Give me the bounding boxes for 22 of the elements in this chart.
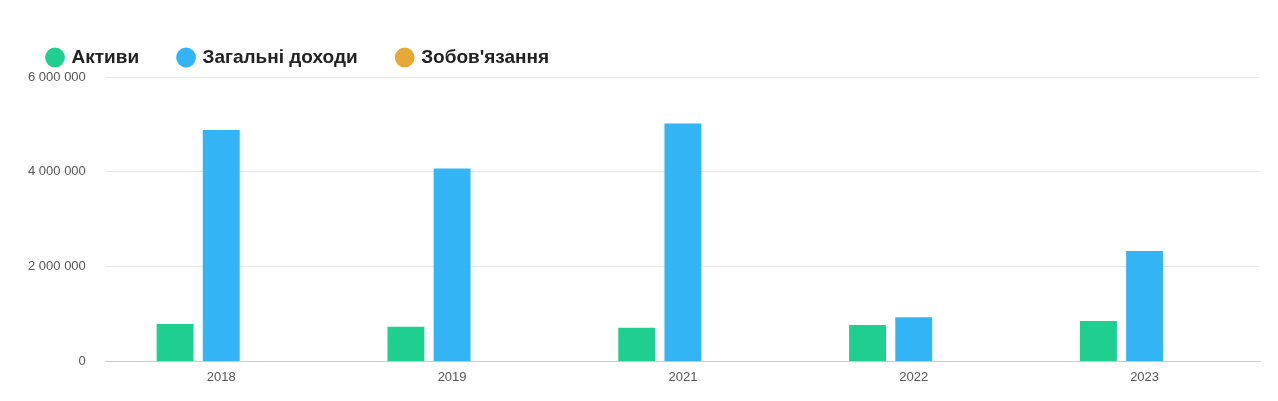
bar	[1126, 250, 1164, 361]
y-tick-label: 6 000 000	[27, 68, 86, 84]
bar	[433, 168, 471, 361]
x-tick-label: 2021	[668, 368, 698, 384]
bar	[156, 323, 194, 361]
x-tick-label: 2018	[206, 368, 236, 384]
bar	[618, 327, 656, 361]
bar	[664, 123, 702, 361]
legend-label: Активи	[71, 45, 140, 67]
x-tick-label: 2019	[437, 368, 467, 384]
y-tick-label: 2 000 000	[27, 258, 86, 274]
y-tick-label: 0	[78, 352, 86, 368]
bar	[387, 326, 425, 361]
bar	[202, 130, 240, 361]
legend-label: Зобов'язання	[421, 45, 550, 67]
bar	[895, 317, 933, 361]
bar	[1079, 321, 1117, 361]
y-tick-label: 4 000 000	[27, 163, 86, 179]
x-tick-label: 2023	[1130, 368, 1160, 384]
x-tick-label: 2022	[899, 368, 929, 384]
bar	[849, 324, 887, 361]
legend-label: Загальні доходи	[202, 45, 358, 67]
